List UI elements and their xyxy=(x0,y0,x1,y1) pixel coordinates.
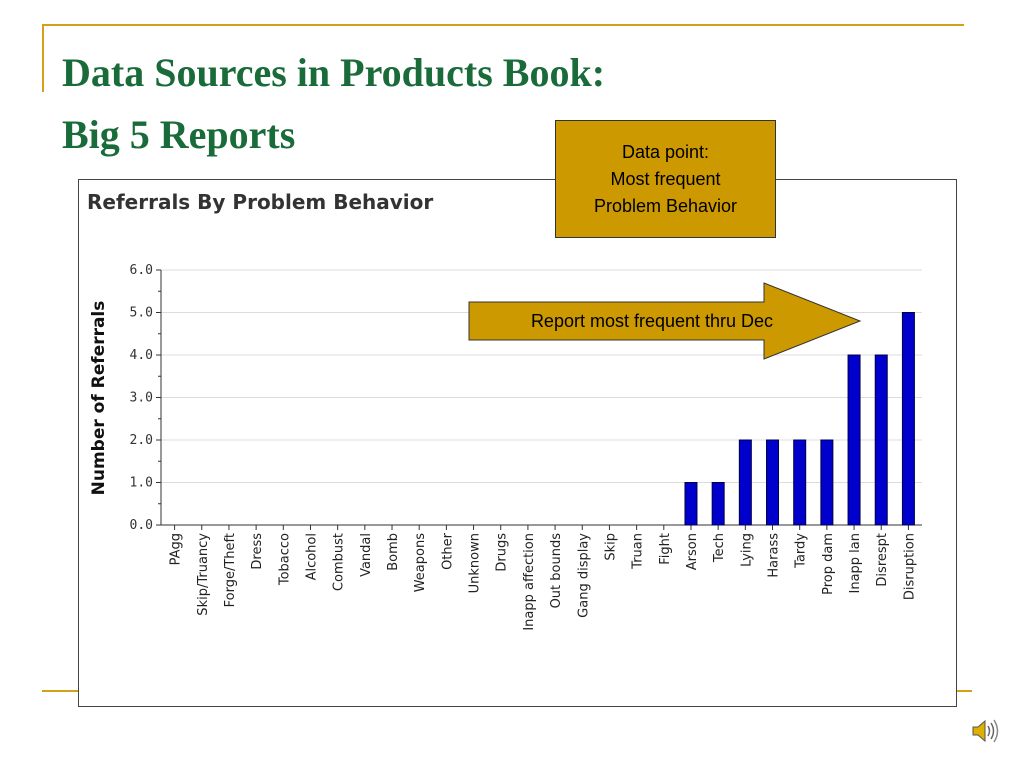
bar xyxy=(738,439,752,526)
x-tick-label: Out bounds xyxy=(549,533,564,609)
slide-title: Data Sources in Products Book: Big 5 Rep… xyxy=(62,42,605,166)
slide-title-line1: Data Sources in Products Book: xyxy=(62,50,606,95)
x-tick-label: Dress xyxy=(250,533,265,570)
bar xyxy=(793,439,807,526)
x-tick-label: Inapp lan xyxy=(848,533,863,594)
top-divider xyxy=(42,24,964,26)
arrow-shape xyxy=(468,282,862,360)
x-tick-label: Unknown xyxy=(468,533,483,593)
x-tick-label: Skip xyxy=(603,533,618,561)
x-tick-label: Combust xyxy=(332,533,347,591)
bar xyxy=(766,439,780,526)
x-tick-label: Drugs xyxy=(495,533,510,572)
slide-title-line2: Big 5 Reports xyxy=(62,112,296,157)
plot-area: 0.0 1.0 2.0 3.0 4.0 5.0 6.0 PAgg Skip/Truancy For… xyxy=(130,263,922,631)
y-tick-label: 3.0 xyxy=(130,391,153,406)
chart-panel: Referrals By Problem Behavior Number of … xyxy=(78,179,957,707)
y-tick-label: 0.0 xyxy=(130,518,153,533)
data-point-callout: Data point: Most frequent Problem Behavi… xyxy=(555,120,776,238)
callout-line3: Problem Behavior xyxy=(593,195,738,216)
x-tick-label: Truan xyxy=(631,533,646,570)
x-tick-label: Alcohol xyxy=(304,533,319,580)
chart-title: Referrals By Problem Behavior xyxy=(87,190,433,214)
x-tick-label: Tech xyxy=(712,533,727,563)
callout-line1: Data point: xyxy=(621,141,710,162)
y-tick-label: 4.0 xyxy=(130,348,153,363)
x-tick-label: Lying xyxy=(739,533,754,567)
x-tick-label: Bomb xyxy=(386,533,401,571)
x-tick-label: Prop dam xyxy=(821,533,836,595)
speaker-icon[interactable] xyxy=(970,716,1000,746)
bar-chart: Referrals By Problem Behavior Number of … xyxy=(87,190,922,631)
arrow-label: Report most frequent thru Dec xyxy=(530,311,774,331)
x-tick-label: Disruption xyxy=(902,533,917,600)
bar xyxy=(820,439,834,526)
left-divider xyxy=(42,24,44,92)
bar xyxy=(847,354,861,526)
x-tick-label: Other xyxy=(440,532,455,570)
bar xyxy=(874,354,888,526)
x-tick-label: Harass xyxy=(767,533,782,578)
callout-line2: Most frequent xyxy=(610,168,721,189)
y-tick-label: 1.0 xyxy=(130,476,153,491)
x-tick-label: Inapp affection xyxy=(522,533,537,631)
x-tick-label: Forge/Theft xyxy=(223,533,238,607)
x-tick-label: Gang display xyxy=(576,533,591,618)
x-tick-label: Fight xyxy=(658,533,673,565)
x-tick-label: PAgg xyxy=(169,533,184,565)
y-tick-label: 2.0 xyxy=(130,433,153,448)
x-tick-label: Weapons xyxy=(413,533,428,593)
bar xyxy=(901,312,915,526)
bar xyxy=(711,482,725,526)
bar xyxy=(684,482,698,526)
y-tick-label: 5.0 xyxy=(130,306,153,321)
y-axis-label: Number of Referrals xyxy=(89,301,109,496)
x-tick-label: Arson xyxy=(685,533,700,570)
x-tick-label: Vandal xyxy=(359,533,374,577)
y-tick-label: 6.0 xyxy=(130,263,153,278)
x-tick-label: Disrespt xyxy=(875,533,890,587)
x-tick-label: Tobacco xyxy=(277,533,292,586)
x-tick-label: Skip/Truancy xyxy=(196,533,211,616)
x-tick-label: Tardy xyxy=(794,533,809,569)
report-arrow: Report most frequent thru Dec xyxy=(468,282,862,360)
